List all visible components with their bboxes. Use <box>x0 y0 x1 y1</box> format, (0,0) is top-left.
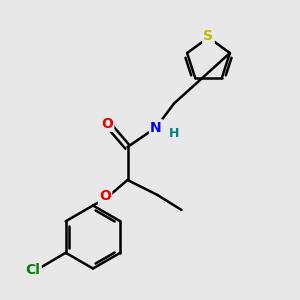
Text: S: S <box>203 29 214 43</box>
Text: O: O <box>101 117 113 130</box>
Text: N: N <box>150 121 162 134</box>
Text: O: O <box>99 190 111 203</box>
Text: Cl: Cl <box>26 263 40 277</box>
Text: H: H <box>169 127 179 140</box>
